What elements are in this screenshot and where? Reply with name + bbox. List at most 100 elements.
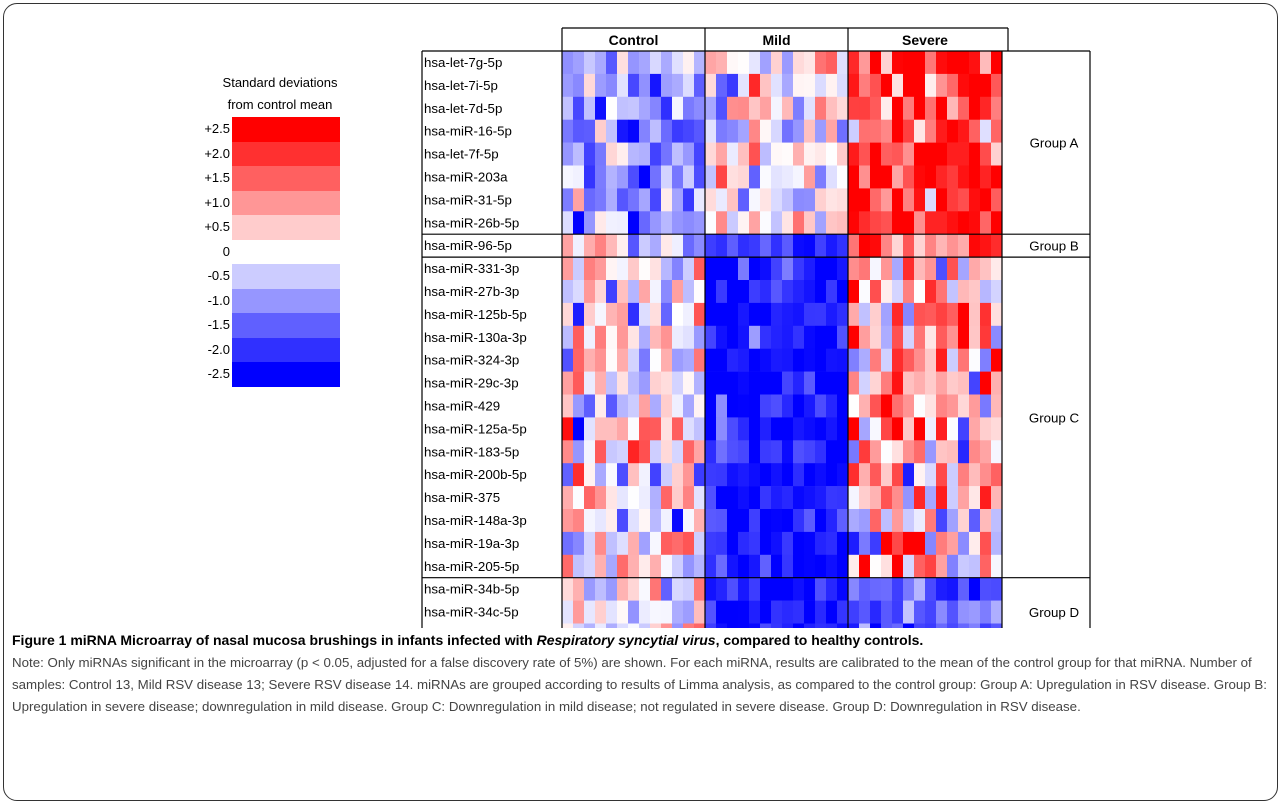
heatmap-cell [815, 623, 827, 628]
heatmap-cell [661, 623, 673, 628]
heatmap-cell [914, 531, 926, 556]
heatmap-cell [562, 554, 574, 578]
heatmap-cell [584, 119, 596, 143]
heatmap-cell [639, 51, 651, 75]
heatmap-cell [683, 280, 695, 304]
heatmap-cell [595, 142, 607, 166]
heatmap-cell [947, 348, 959, 372]
heatmap-cell [705, 371, 717, 395]
heatmap-cell [694, 73, 706, 98]
heatmap-cell [595, 73, 607, 98]
heatmap-cell [870, 51, 882, 75]
heatmap-cell [617, 531, 629, 556]
heatmap-cell [606, 96, 618, 120]
heatmap-cell [947, 554, 959, 578]
heatmap-cell [661, 531, 673, 556]
heatmap-cell [793, 600, 805, 624]
heatmap-cell [562, 188, 574, 212]
heatmap-cell [694, 257, 706, 281]
heatmap-cell [991, 96, 1003, 120]
heatmap-cell [617, 371, 629, 395]
heatmap-cell [936, 73, 948, 98]
heatmap-cell [782, 73, 794, 98]
heatmap-cell [573, 486, 585, 510]
group-label: Group C [1029, 410, 1080, 425]
heatmap-cell [716, 577, 728, 601]
heatmap-cell [705, 211, 717, 235]
heatmap-cell [584, 325, 596, 349]
heatmap-cell [672, 325, 684, 349]
legend-label: -2.0 [207, 341, 230, 357]
heatmap-cell [980, 119, 992, 143]
heatmap-cell [903, 417, 915, 441]
heatmap-cell [947, 440, 959, 464]
heatmap-cell [892, 531, 904, 556]
heatmap-cell [826, 348, 838, 372]
heatmap-cell [804, 302, 816, 327]
heatmap-cell [694, 486, 706, 510]
heatmap-cell [694, 577, 706, 601]
heatmap-cell [958, 463, 970, 487]
legend-label: -1.0 [207, 292, 230, 308]
heatmap-cell [672, 623, 684, 628]
heatmap-cell [837, 623, 849, 628]
heatmap-cell [727, 554, 739, 578]
heatmap-cell [881, 463, 893, 487]
heatmap-cell [606, 325, 618, 349]
heatmap-cell [958, 142, 970, 166]
heatmap-cell [859, 394, 871, 418]
heatmap-cell [892, 371, 904, 395]
heatmap-cell [782, 234, 794, 258]
heatmap-cell [683, 188, 695, 212]
row-label: hsa-miR-19a-3p [424, 536, 519, 551]
heatmap-cell [727, 348, 739, 372]
heatmap-cell [815, 486, 827, 510]
heatmap-cell [716, 96, 728, 120]
heatmap-cell [859, 188, 871, 212]
heatmap-cell [892, 440, 904, 464]
heatmap-cell [595, 440, 607, 464]
heatmap-cell [870, 531, 882, 556]
heatmap-cell [749, 348, 761, 372]
heatmap-cell [606, 211, 618, 235]
heatmap-cell [683, 486, 695, 510]
heatmap-cell [903, 73, 915, 98]
caption-title: Figure 1 miRNA Microarray of nasal mucos… [12, 632, 923, 648]
heatmap-cell [650, 509, 662, 533]
heatmap-cell [925, 531, 937, 556]
heatmap-cell [595, 302, 607, 327]
heatmap-cell [881, 188, 893, 212]
heatmap-cell [782, 440, 794, 464]
heatmap-cell [562, 51, 574, 75]
heatmap-cell [694, 96, 706, 120]
heatmap-cell [738, 417, 750, 441]
heatmap-cell [980, 577, 992, 601]
heatmap-cell [705, 394, 717, 418]
heatmap-cell [694, 463, 706, 487]
heatmap-cell [584, 211, 596, 235]
heatmap-cell [672, 440, 684, 464]
heatmap-cell [716, 325, 728, 349]
heatmap-cell [738, 211, 750, 235]
heatmap-cell [760, 348, 772, 372]
heatmap-cell [584, 440, 596, 464]
heatmap-cell [925, 325, 937, 349]
heatmap-cell [584, 509, 596, 533]
heatmap-cell [595, 348, 607, 372]
heatmap-cell [826, 188, 838, 212]
heatmap-cell [749, 509, 761, 533]
heatmap-cell [760, 257, 772, 281]
heatmap-cell [771, 211, 783, 235]
heatmap-cell [881, 51, 893, 75]
heatmap-cell [991, 531, 1003, 556]
heatmap-cell [672, 577, 684, 601]
heatmap-cell [870, 142, 882, 166]
heatmap-cell [584, 577, 596, 601]
heatmap-cell [804, 577, 816, 601]
heatmap-cell [617, 119, 629, 143]
heatmap-cell [771, 119, 783, 143]
heatmap-cell [925, 51, 937, 75]
heatmap-cell [639, 234, 651, 258]
heatmap-cell [606, 440, 618, 464]
heatmap-cell [771, 96, 783, 120]
